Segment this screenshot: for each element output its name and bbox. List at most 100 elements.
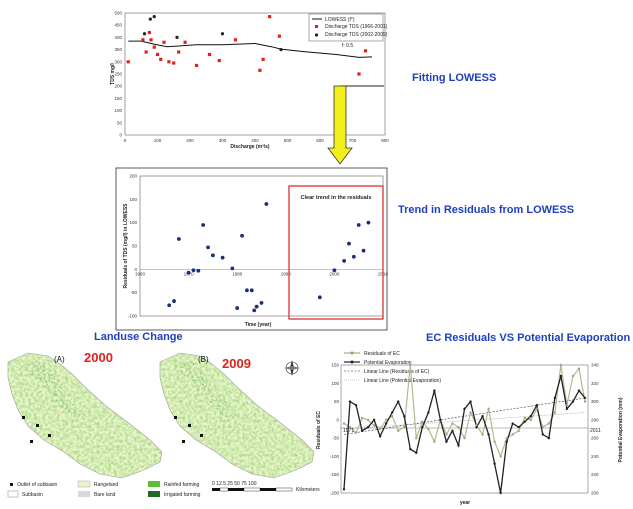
ec-evap-marker xyxy=(372,418,376,422)
legend-dark-label: Discharge TDS (2002-2009) xyxy=(325,32,388,38)
legend-outlet: Outlet of subbasin xyxy=(17,482,58,488)
residual-point xyxy=(264,202,269,206)
ec-residual-marker xyxy=(397,429,400,433)
ec-evap-marker xyxy=(487,433,490,436)
ec-right-tick: 220 xyxy=(591,472,599,477)
ec-right-tick: 200 xyxy=(591,491,599,496)
lowess-x-tick: 600 xyxy=(316,138,324,143)
legend-subbasin: Subbasin xyxy=(22,492,43,498)
ec-evap-marker xyxy=(523,420,526,423)
outlet-marker xyxy=(30,440,33,443)
ec-evap-marker xyxy=(463,407,466,411)
tds-point-1966 xyxy=(268,15,272,19)
map-b-year: 2009 xyxy=(222,356,251,371)
ec-residual-marker xyxy=(457,425,460,429)
label-ec-residuals: EC Residuals VS Potential Evaporation xyxy=(426,332,630,344)
ec-legend: Residuals of EC Potential Evaporation Li… xyxy=(344,351,441,384)
ec-evap-marker xyxy=(409,447,412,451)
irrigated-pattern-a xyxy=(22,360,86,420)
lowess-x-tick: 700 xyxy=(349,138,357,143)
tds-point-1966 xyxy=(126,60,130,64)
ec-evap-marker xyxy=(391,411,394,414)
ec-residual-marker xyxy=(366,418,370,422)
lowess-x-tick: 200 xyxy=(186,138,194,143)
tds-point-1966 xyxy=(162,40,166,44)
tds-point-1966 xyxy=(155,52,160,57)
residual-point xyxy=(196,268,201,273)
lowess-f-label: f: 0.5 xyxy=(342,43,353,49)
ec-evap-marker xyxy=(553,396,557,400)
scale-bar: 0 12.5 25 50 75 100 Kilometers xyxy=(212,481,320,493)
tds-point-2002 xyxy=(148,17,152,21)
ec-evap-marker xyxy=(493,462,496,465)
lowess-legend: LOWESS (f°) Discharge TDS (1966-2001) Di… xyxy=(308,13,388,42)
ec-residual-marker xyxy=(577,367,581,370)
arrow-head xyxy=(327,85,353,165)
tds-point-1966 xyxy=(172,61,176,65)
ec-evap-marker xyxy=(421,425,424,429)
legend-rangeland-swatch xyxy=(77,480,91,488)
ec-residual-marker xyxy=(378,427,382,431)
residual-point xyxy=(361,248,366,253)
tds-point-1966 xyxy=(149,38,153,42)
ec-residual-marker xyxy=(541,425,545,429)
map-2009: (B) 2009 xyxy=(159,352,315,479)
residual-point xyxy=(220,255,225,260)
ec-evap-marker xyxy=(403,415,406,418)
ec-evap-marker xyxy=(571,400,575,403)
outlet-marker xyxy=(174,416,177,419)
ec-right-tick: 240 xyxy=(591,454,599,459)
ec-x-label: year xyxy=(460,500,470,506)
ec-residual-marker xyxy=(415,436,418,440)
map-2000: (A) 2000 xyxy=(7,350,163,479)
outlet-marker xyxy=(200,434,203,437)
lowess-y-tick: 300 xyxy=(114,59,122,64)
tds-point-1966 xyxy=(147,30,151,35)
ec-evap-marker xyxy=(427,411,430,414)
lowess-y-tick: 100 xyxy=(114,108,122,113)
residual-point xyxy=(186,270,191,275)
residual-point xyxy=(206,245,210,250)
lowess-y-tick: 200 xyxy=(114,84,122,89)
lowess-x-label: Discharge (m³/s) xyxy=(230,144,270,150)
ec-evap-marker xyxy=(517,425,520,429)
residuals-y-ticks: 200 150 100 50 0 -50 -100 xyxy=(128,174,138,319)
lowess-y-tick: 50 xyxy=(117,120,123,125)
lowess-points xyxy=(126,15,368,76)
tds-point-2002 xyxy=(279,48,283,52)
legend-lowess-label: LOWESS (f°) xyxy=(325,17,355,23)
compass-icon xyxy=(284,360,300,376)
tds-point-1966 xyxy=(144,50,148,54)
outlets-b xyxy=(174,416,203,443)
label-landuse-change: Landuse Change xyxy=(94,331,183,343)
ec-residual-marker xyxy=(499,455,502,458)
residuals-x-tick: 2000 xyxy=(329,271,340,276)
ec-residual-marker xyxy=(409,363,412,367)
ec-x-start: 1971 xyxy=(343,428,354,434)
legend-potential-evap: Potential Evaporation xyxy=(364,360,412,366)
ec-residual-marker xyxy=(469,411,472,414)
tds-point-2002 xyxy=(175,35,179,40)
legend-rainfed-swatch xyxy=(148,481,160,487)
outlet-marker xyxy=(22,416,25,419)
residual-point xyxy=(252,308,257,313)
lowess-y-ticks: 0 50 100 150 200 250 300 350 400 450 500 xyxy=(114,11,122,138)
legend-irrigated-swatch xyxy=(148,491,160,497)
ec-residual-marker xyxy=(547,422,551,425)
ec-residual-marker xyxy=(583,400,587,403)
map-a-label: (A) xyxy=(54,355,65,364)
residual-point xyxy=(230,266,235,271)
residual-point xyxy=(235,306,240,310)
legend-red-label: Discharge TDS (1966-2001) xyxy=(325,24,388,30)
lowess-chart: 0 50 100 150 200 250 300 350 400 450 500 0 100 200 30… xyxy=(110,11,389,151)
residuals-y-tick: 150 xyxy=(129,197,137,202)
ec-right-tick: 320 xyxy=(591,381,599,386)
ec-residual-marker xyxy=(391,415,394,418)
tds-point-2002 xyxy=(142,32,147,36)
tds-point-1966 xyxy=(207,52,212,57)
residual-point xyxy=(356,223,361,227)
residual-point xyxy=(201,223,206,227)
ec-residual-marker xyxy=(342,422,346,425)
ec-left-tick: -50 xyxy=(332,436,339,441)
